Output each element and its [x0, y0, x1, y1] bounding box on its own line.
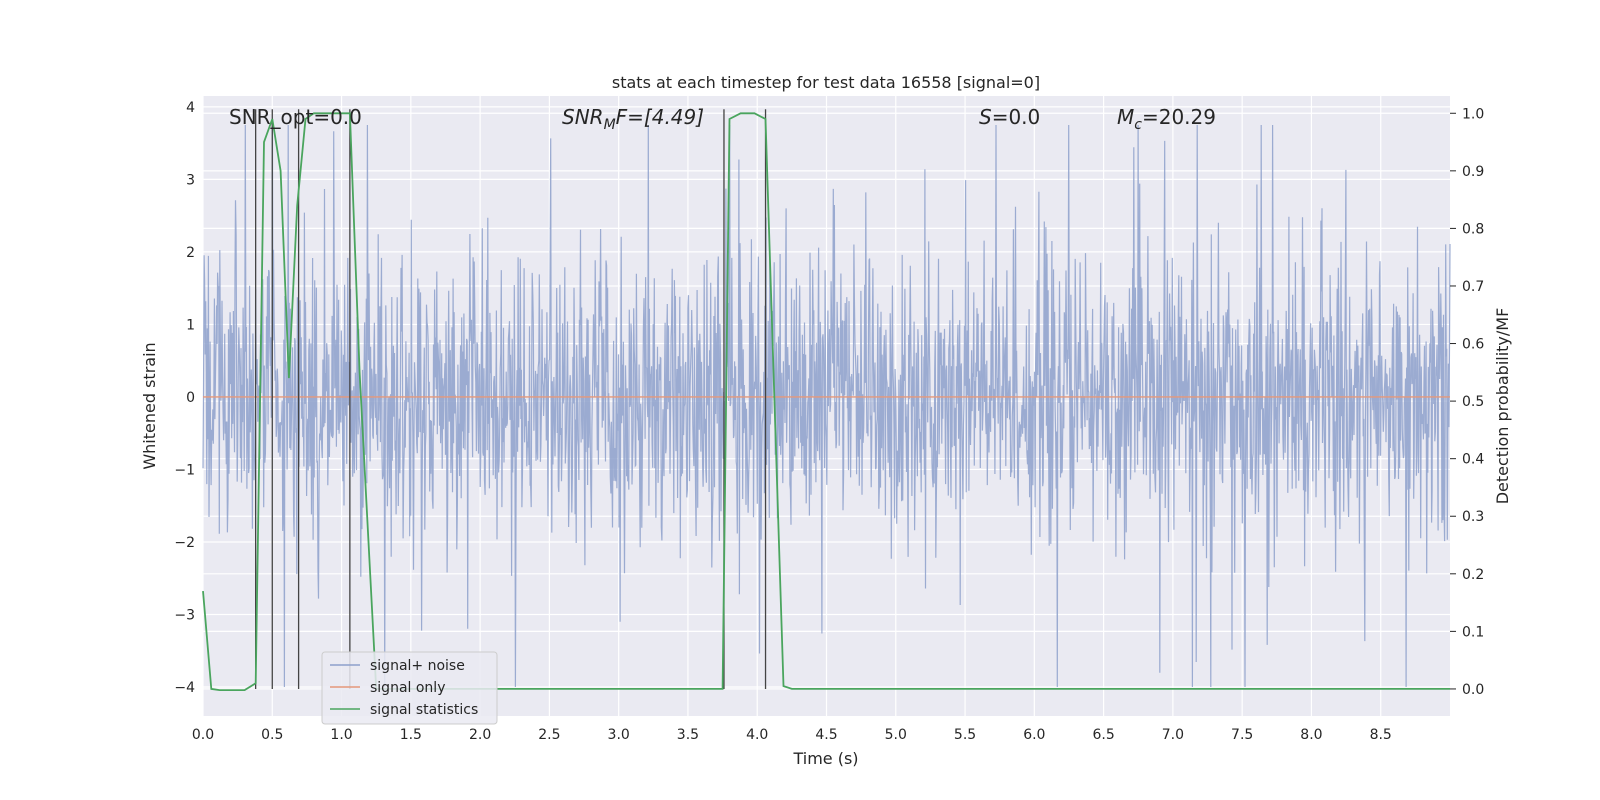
y2-tick-label: 0.1 — [1462, 624, 1484, 640]
x-tick-label: 7.0 — [1162, 727, 1184, 743]
legend: signal+ noise signal only signal statist… — [321, 651, 498, 725]
y-axis-label: Whitened strain — [140, 342, 159, 469]
legend-label-signal: signal only — [370, 680, 445, 696]
x-tick-label: 3.5 — [677, 727, 699, 743]
annotation-snr-mf-sub: M — [604, 117, 616, 133]
annotation-snr-opt: SNR_opt=0.0 — [229, 105, 362, 129]
annotation-s-value: =0.0 — [992, 105, 1041, 129]
y-tick-label: 4 — [186, 100, 195, 116]
x-tick-label: 4.0 — [746, 727, 768, 743]
y-tick-label: 3 — [186, 172, 195, 188]
x-tick-label: 3.0 — [608, 727, 630, 743]
annotation-snr-mf-f: F=[4.49] — [616, 105, 704, 129]
y-tick-label: −2 — [174, 535, 195, 551]
x-tick-label: 2.0 — [469, 727, 491, 743]
y2-tick-labels: 1.0 0.9 0.8 0.7 0.6 0.5 0.4 0.3 0.2 0.1 0.0 — [1450, 106, 1484, 698]
y2-tick-label: 0.6 — [1462, 337, 1484, 353]
signal-statistics-series — [202, 112, 1450, 691]
y2-tick-label: 0.5 — [1462, 394, 1484, 410]
x-tick-label: 1.5 — [400, 727, 422, 743]
y-tick-labels: 4 3 2 1 0 −1 −2 −3 −4 — [174, 100, 195, 696]
x-tick-label: 8.0 — [1300, 727, 1322, 743]
y-tick-label: 1 — [186, 317, 195, 333]
x-tick-label: 8.5 — [1370, 727, 1392, 743]
y2-tick-label: 1.0 — [1462, 106, 1484, 122]
y-tick-label: −3 — [174, 607, 195, 623]
y2-tick-label: 0.4 — [1462, 452, 1484, 468]
x-tick-label: 6.0 — [1023, 727, 1045, 743]
signal-noise-series — [202, 124, 1451, 688]
x-tick-label: 5.5 — [954, 727, 976, 743]
y2-tick-label: 0.0 — [1462, 682, 1484, 698]
annotation-snr-mf: SNRMF=[4.49] — [562, 105, 704, 133]
y2-tick-label: 0.8 — [1462, 221, 1484, 237]
y-tick-label: 2 — [186, 245, 195, 261]
y2-tick-label: 0.7 — [1462, 279, 1484, 295]
y-tick-label: 0 — [186, 390, 195, 406]
x-tick-label: 7.5 — [1231, 727, 1253, 743]
x-tick-labels: 0.0 0.5 1.0 1.5 2.0 2.5 3.0 3.5 4.0 4.5 5.0 5.5 6.0 6… — [192, 727, 1392, 743]
legend-label-noise: signal+ noise — [370, 658, 465, 674]
x-tick-label: 0.0 — [192, 727, 214, 743]
y-tick-label: −4 — [174, 680, 195, 696]
legend-box — [321, 651, 498, 725]
x-tick-label: 2.5 — [538, 727, 560, 743]
x-tick-label: 1.0 — [330, 727, 352, 743]
y2-tick-label: 0.2 — [1462, 567, 1484, 583]
annotation-mc: Mc=20.29 — [1117, 105, 1216, 133]
annotation-s-main: S — [979, 105, 992, 129]
annotation-mc-sub: c — [1134, 117, 1142, 133]
noise-line — [202, 124, 1451, 688]
x-tick-label: 6.5 — [1092, 727, 1114, 743]
annotation-s: S=0.0 — [979, 105, 1040, 129]
x-tick-label: 5.0 — [885, 727, 907, 743]
y2-tick-label: 0.9 — [1462, 164, 1484, 180]
x-axis-label: Time (s) — [792, 749, 858, 768]
y2-tick-label: 0.3 — [1462, 509, 1484, 525]
annotation-snr-mf-main: SNR — [562, 105, 604, 129]
x-tick-label: 4.5 — [815, 727, 837, 743]
y-tick-label: −1 — [174, 462, 195, 478]
annotation-mc-value: =20.29 — [1142, 105, 1216, 129]
signal-statistics-line — [202, 112, 1450, 691]
chart-title: stats at each timestep for test data 165… — [612, 73, 1040, 92]
annotation-mc-main: M — [1117, 105, 1134, 129]
legend-label-stats: signal statistics — [370, 702, 478, 718]
y2-axis-label: Detection probability/MF — [1493, 308, 1512, 505]
x-tick-label: 0.5 — [261, 727, 283, 743]
